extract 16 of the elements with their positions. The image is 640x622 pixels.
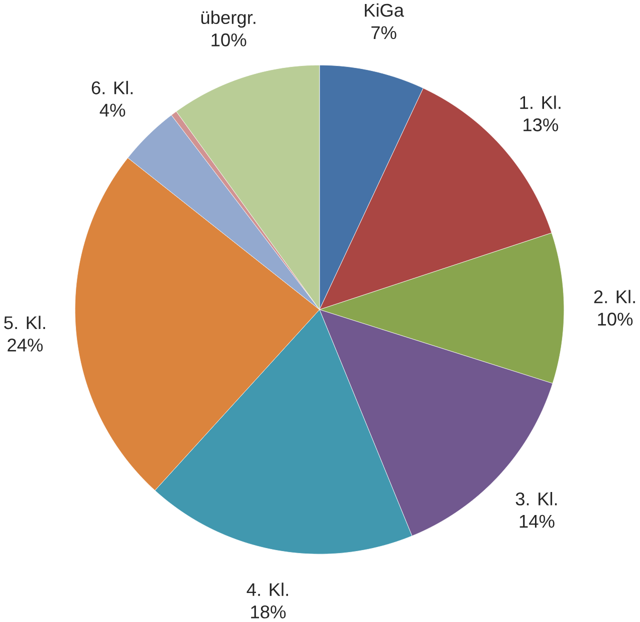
data-label: 14% xyxy=(520,515,554,528)
data-label: 10% xyxy=(598,312,633,326)
slice-label: 5. Kl. xyxy=(4,316,46,330)
data-label: 7% xyxy=(371,26,396,40)
slice-label: 4. Kl. xyxy=(246,582,288,596)
slice-label: übergr. xyxy=(201,10,256,28)
data-label: 10% xyxy=(212,34,246,46)
data-label: 4% xyxy=(100,104,126,117)
slice-label: KiGa xyxy=(364,3,404,17)
data-label: 13% xyxy=(524,118,558,132)
slice-label: 1. Kl. xyxy=(520,96,560,109)
data-label: 18% xyxy=(251,606,286,619)
slice-label: 3. Kl. xyxy=(516,492,557,506)
slice-label: 6. Kl. xyxy=(92,81,133,94)
data-label: 24% xyxy=(8,338,43,352)
slice-label: 2. Kl. xyxy=(594,290,635,304)
